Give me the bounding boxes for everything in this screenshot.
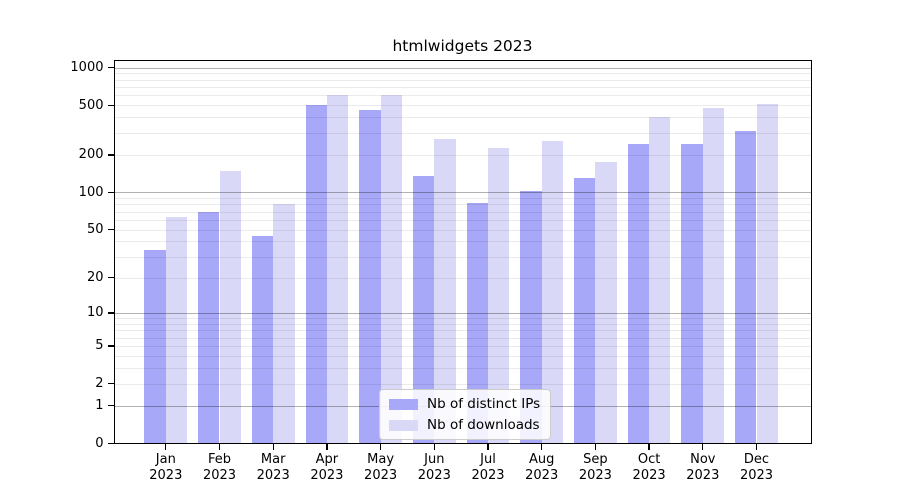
- grid-line-minor: [113, 256, 812, 258]
- y-tick-label: 10: [86, 305, 104, 321]
- y-tick-label: 2: [95, 376, 104, 392]
- bar-downloads: [756, 104, 778, 444]
- grid-line-minor: [113, 323, 812, 325]
- y-tick-label: 100: [78, 184, 104, 200]
- x-tick-mark: [165, 443, 167, 450]
- x-tick-label: Sep 2023: [578, 451, 612, 484]
- grid-line-minor: [113, 337, 812, 339]
- legend-item-distinct-ips: Nb of distinct IPs: [389, 396, 540, 412]
- grid-line-minor: [113, 204, 812, 206]
- bar-distinct-ips: [251, 236, 274, 444]
- x-tick-label: Jul 2023: [471, 451, 505, 484]
- grid-line-major: [113, 192, 812, 194]
- bar-downloads: [165, 217, 188, 444]
- grid-line-minor: [113, 105, 812, 107]
- grid-line-minor: [113, 154, 812, 156]
- grid-line-major: [113, 67, 812, 69]
- grid-line-minor: [113, 355, 812, 357]
- x-tick-mark: [648, 443, 650, 450]
- x-tick-label: Aug 2023: [525, 451, 559, 484]
- x-tick-label: Mar 2023: [256, 451, 290, 484]
- grid-line-minor: [113, 330, 812, 332]
- grid-line-major: [113, 312, 812, 314]
- y-tick-label: 5: [95, 338, 104, 354]
- bar-downloads: [649, 116, 671, 444]
- y-tick-label: 20: [86, 270, 104, 286]
- y-tick-label: 50: [86, 222, 104, 238]
- grid-line-minor: [113, 79, 812, 81]
- bar-distinct-ips: [735, 131, 757, 444]
- y-tick-label: 1000: [70, 60, 104, 75]
- bar-downloads: [595, 162, 617, 444]
- bar-downloads: [326, 95, 349, 444]
- bar-distinct-ips: [412, 176, 435, 444]
- bar-downloads: [219, 170, 241, 444]
- x-tick-mark: [433, 443, 435, 450]
- x-tick-label: Feb 2023: [202, 451, 237, 484]
- grid-line-minor: [113, 277, 812, 279]
- grid-line-minor: [113, 86, 812, 88]
- legend-item-downloads: Nb of downloads: [389, 417, 540, 433]
- grid-line-minor: [113, 318, 812, 320]
- x-tick-mark: [379, 443, 382, 450]
- grid-line-minor: [113, 368, 812, 370]
- x-tick-mark: [326, 443, 328, 450]
- bar-distinct-ips: [574, 178, 596, 444]
- x-tick-label: Apr 2023: [310, 451, 344, 484]
- x-tick-label: Jun 2023: [417, 451, 451, 484]
- bar-distinct-ips: [466, 203, 488, 444]
- bar-distinct-ips: [198, 211, 220, 444]
- grid-line-minor: [113, 211, 812, 213]
- legend: Nb of distinct IPs Nb of downloads: [379, 389, 552, 440]
- x-tick-label: Nov 2023: [686, 451, 720, 484]
- y-tick-label: 200: [78, 147, 104, 163]
- y-tick-label: 0: [95, 436, 104, 451]
- legend-swatch-distinct-ips: [389, 398, 418, 410]
- grid-line-minor: [113, 229, 812, 231]
- x-tick-label: Dec 2023: [739, 451, 774, 484]
- y-tick-label: 1: [95, 398, 104, 414]
- bar-downloads: [380, 95, 402, 444]
- bar-downloads: [273, 203, 295, 444]
- grid-line-minor: [113, 198, 812, 199]
- bar-distinct-ips: [681, 144, 703, 444]
- chart-plot-area: [113, 60, 812, 444]
- bar-distinct-ips: [359, 109, 381, 444]
- grid-line-minor: [113, 73, 812, 75]
- bar-distinct-ips: [627, 144, 650, 444]
- x-tick-mark: [594, 443, 597, 450]
- grid-line-minor: [113, 241, 812, 243]
- x-tick-label: Oct 2023: [632, 451, 666, 484]
- x-tick-mark: [755, 443, 758, 450]
- bar-downloads: [702, 108, 725, 444]
- grid-line-minor: [113, 345, 812, 347]
- x-tick-mark: [541, 443, 543, 450]
- y-tick-label: 500: [78, 97, 104, 113]
- grid-line-minor: [113, 383, 812, 385]
- legend-swatch-downloads: [389, 419, 418, 431]
- bar-downloads: [434, 139, 456, 444]
- x-tick-mark: [272, 443, 274, 450]
- bar-distinct-ips: [305, 105, 327, 444]
- x-tick-mark: [487, 443, 489, 450]
- bar-downloads: [488, 148, 510, 444]
- bar-distinct-ips: [520, 190, 542, 444]
- grid-line-minor: [113, 117, 812, 119]
- x-tick-mark: [702, 443, 704, 450]
- chart-title: htmlwidgets 2023: [392, 37, 533, 55]
- grid-line-minor: [113, 95, 812, 97]
- legend-label-downloads: Nb of downloads: [427, 417, 540, 433]
- grid-line-minor: [113, 219, 812, 221]
- x-tick-label: Jan 2023: [149, 451, 183, 484]
- x-tick-mark: [218, 443, 221, 450]
- bar-downloads: [541, 140, 564, 444]
- bar-distinct-ips: [144, 250, 166, 444]
- grid-line-minor: [113, 132, 812, 134]
- x-tick-label: May 2023: [364, 451, 398, 484]
- legend-label-distinct-ips: Nb of distinct IPs: [427, 396, 541, 412]
